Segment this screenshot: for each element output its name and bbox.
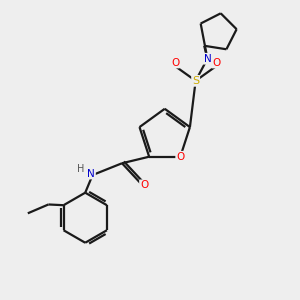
Text: O: O (176, 152, 184, 162)
Text: N: N (203, 54, 211, 64)
Text: O: O (171, 58, 179, 68)
Text: S: S (192, 76, 199, 86)
Text: O: O (140, 180, 148, 190)
Text: H: H (76, 164, 84, 173)
Text: N: N (87, 169, 95, 178)
Text: O: O (212, 58, 220, 68)
